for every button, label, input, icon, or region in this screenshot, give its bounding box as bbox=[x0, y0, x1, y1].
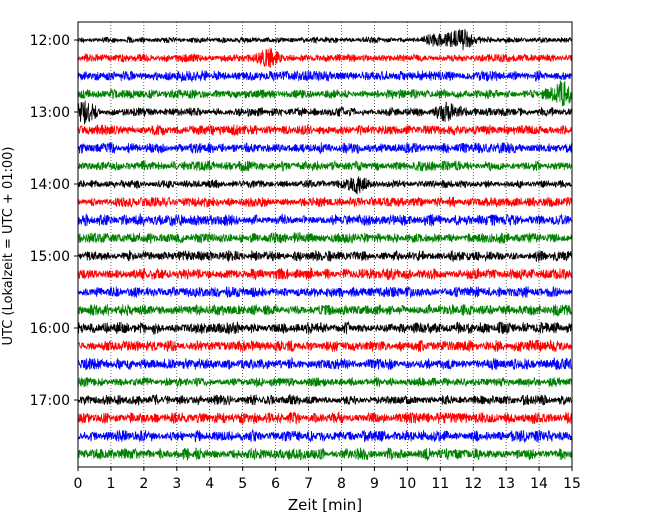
grid bbox=[110, 22, 540, 467]
x-tick-label-4: 4 bbox=[205, 476, 214, 492]
x-tick-label-10: 10 bbox=[398, 476, 416, 492]
trace-13-30 bbox=[77, 142, 573, 155]
x-tick-label-15: 15 bbox=[563, 476, 581, 492]
trace-15-15 bbox=[77, 266, 573, 281]
trace-17-15 bbox=[77, 411, 573, 425]
traces bbox=[77, 28, 573, 462]
y-tick-label-13:00: 13:00 bbox=[30, 105, 70, 121]
x-tick-label-9: 9 bbox=[370, 476, 379, 492]
y-tick-label-12:00: 12:00 bbox=[30, 33, 70, 49]
trace-14-00 bbox=[77, 176, 573, 195]
y-tick-label-14:00: 14:00 bbox=[30, 177, 70, 193]
trace-17-45 bbox=[77, 447, 573, 462]
trace-17-30 bbox=[77, 428, 573, 444]
x-tick-label-12: 12 bbox=[464, 476, 482, 492]
x-tick-label-1: 1 bbox=[106, 476, 115, 492]
x-tick-label-11: 11 bbox=[431, 476, 449, 492]
trace-16-00 bbox=[77, 320, 573, 335]
y-axis-label: UTC (Lokalzeit = UTC + 01:00) bbox=[1, 147, 16, 346]
x-tick-label-0: 0 bbox=[74, 476, 83, 492]
y-tick-label-16:00: 16:00 bbox=[30, 321, 70, 337]
x-tick-label-14: 14 bbox=[530, 476, 548, 492]
trace-12-30 bbox=[77, 69, 573, 83]
trace-13-15 bbox=[77, 124, 573, 136]
y-tick-label-15:00: 15:00 bbox=[30, 249, 70, 265]
trace-16-30 bbox=[77, 356, 573, 371]
trace-12-15 bbox=[77, 47, 573, 69]
trace-15-00 bbox=[77, 249, 573, 263]
trace-13-00 bbox=[77, 100, 573, 125]
x-tick-label-7: 7 bbox=[304, 476, 313, 492]
trace-16-15 bbox=[77, 339, 573, 353]
trace-12-00 bbox=[77, 28, 573, 51]
x-tick-label-6: 6 bbox=[271, 476, 280, 492]
y-axis-ticks: 12:00 13:00 14:00 15:00 16:00 17:00 bbox=[30, 33, 78, 409]
trace-15-30 bbox=[77, 285, 573, 299]
plot-frame bbox=[77, 21, 573, 468]
y-tick-label-17:00: 17:00 bbox=[30, 393, 70, 409]
x-tick-label-5: 5 bbox=[238, 476, 247, 492]
trace-17-00 bbox=[77, 394, 573, 407]
trace-16-45 bbox=[77, 376, 573, 389]
trace-14-15 bbox=[77, 196, 573, 209]
trace-14-45 bbox=[77, 231, 573, 245]
x-tick-label-8: 8 bbox=[337, 476, 346, 492]
trace-13-45 bbox=[77, 159, 573, 172]
trace-15-45 bbox=[77, 303, 573, 318]
x-axis-ticks: 0 1 2 3 4 5 6 7 8 9 10 11 12 13 14 15 bbox=[74, 467, 581, 492]
trace-12-45 bbox=[77, 80, 573, 107]
x-tick-label-13: 13 bbox=[497, 476, 515, 492]
x-axis-label: Zeit [min] bbox=[288, 496, 362, 514]
x-tick-label-2: 2 bbox=[139, 476, 148, 492]
x-tick-label-3: 3 bbox=[172, 476, 181, 492]
trace-14-30 bbox=[77, 212, 573, 228]
